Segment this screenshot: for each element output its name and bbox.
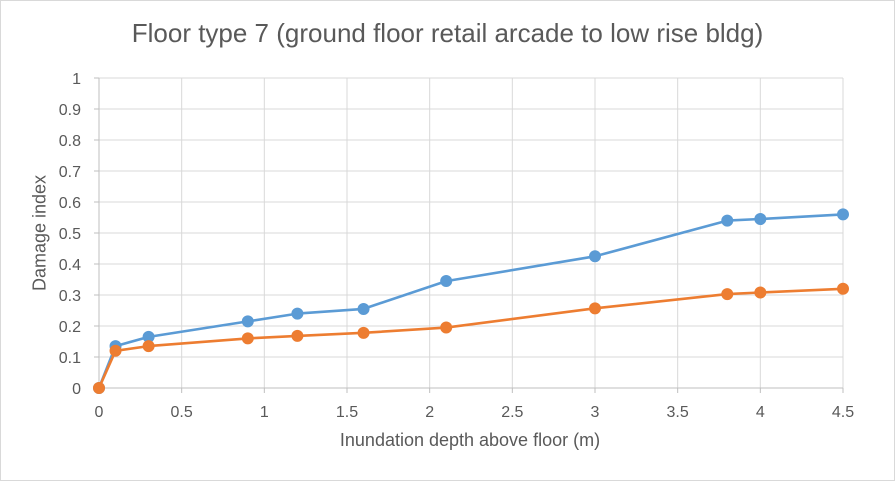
y-tick-label: 0.3 [59, 288, 81, 305]
x-tick-labels: 0 0.5 1 1.5 2 2.5 3 3.5 4 4.5 [95, 404, 855, 421]
y-tick-label: 0.8 [59, 133, 81, 150]
x-tick-label: 3 [591, 404, 600, 421]
x-tick-label: 0 [95, 404, 104, 421]
y-tick-label: 0.4 [59, 257, 81, 274]
data-point [589, 302, 601, 315]
data-point [721, 214, 734, 227]
series-2-line [97, 287, 844, 389]
data-point [357, 326, 370, 339]
data-point [291, 329, 304, 342]
x-tick-label: 1.5 [336, 404, 358, 421]
data-point [837, 208, 849, 221]
y-tick-label: 0.7 [59, 164, 81, 181]
x-tick-label: 2.5 [501, 404, 523, 421]
x-tick-label: 3.5 [667, 404, 689, 421]
data-point [589, 250, 601, 263]
data-point [241, 315, 254, 328]
x-axis-label: Inundation depth above floor (m) [339, 430, 601, 450]
y-tick-label: 0.6 [59, 195, 81, 212]
y-tick-label: 0.9 [59, 102, 81, 119]
series-1 [93, 208, 849, 394]
series-1-line [97, 213, 844, 389]
x-tick-label: 4 [756, 404, 765, 421]
data-point [241, 332, 254, 345]
y-tick-label: 0 [72, 381, 81, 398]
data-point [93, 382, 105, 394]
x-tick-label: 4.5 [832, 404, 854, 421]
chart-title: Floor type 7 (ground floor retail arcade… [131, 18, 764, 48]
data-point [837, 282, 849, 295]
y-tick-labels: 0 0.1 0.2 0.3 0.4 0.5 0.6 0.7 0.8 0.9 1 [59, 71, 81, 398]
y-tick-label: 1 [72, 71, 81, 88]
x-tick-label: 0.5 [171, 404, 193, 421]
data-point [357, 302, 370, 315]
axes [94, 77, 844, 393]
data-point [109, 344, 122, 357]
y-tick-label: 0.2 [59, 319, 81, 336]
data-point [142, 340, 155, 353]
y-tick-label: 0.1 [59, 350, 81, 367]
data-point [754, 286, 767, 299]
series-lines [93, 208, 849, 394]
data-point [721, 288, 734, 301]
data-point [291, 307, 304, 320]
data-point [440, 321, 453, 334]
y-tick-label: 0.5 [59, 226, 81, 243]
x-tick-label: 1 [260, 404, 269, 421]
series-2 [93, 282, 849, 394]
data-point [440, 275, 453, 288]
x-tick-label: 2 [425, 404, 434, 421]
data-point [754, 213, 767, 226]
y-axis-label: Damage index [29, 174, 50, 292]
